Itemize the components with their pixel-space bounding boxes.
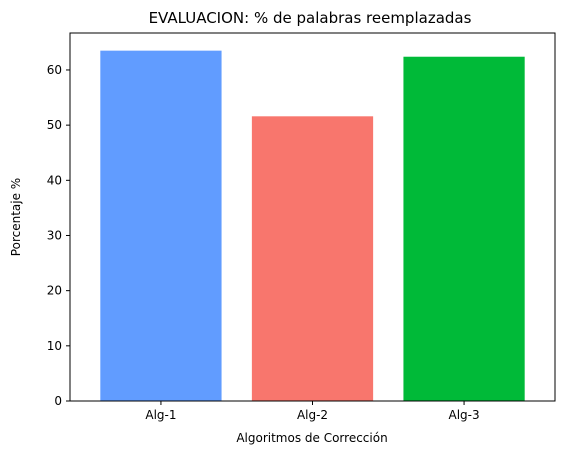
x-tick-label: Alg-1 (145, 408, 176, 422)
y-tick-label: 50 (47, 118, 62, 132)
y-tick-label: 0 (54, 394, 62, 408)
x-axis-ticks: Alg-1 Alg-2 Alg-3 (145, 401, 480, 422)
y-axis-ticks: 0 10 20 30 40 50 60 (47, 63, 70, 408)
y-tick-label: 10 (47, 339, 62, 353)
x-axis-label: Algoritmos de Corrección (236, 431, 387, 445)
bar-alg-2 (251, 116, 374, 401)
chart-title: EVALUACION: % de palabras reemplazadas (149, 9, 472, 27)
bars-group (100, 50, 525, 402)
x-tick-label: Alg-2 (297, 408, 328, 422)
y-tick-label: 40 (47, 173, 62, 187)
y-tick-label: 20 (47, 284, 62, 298)
x-tick-label: Alg-3 (449, 408, 480, 422)
y-axis-label: Porcentaje % (9, 178, 23, 256)
y-tick-label: 30 (47, 228, 62, 242)
y-tick-label: 60 (47, 63, 62, 77)
bar-alg-3 (403, 56, 525, 402)
bar-alg-1 (100, 50, 222, 401)
